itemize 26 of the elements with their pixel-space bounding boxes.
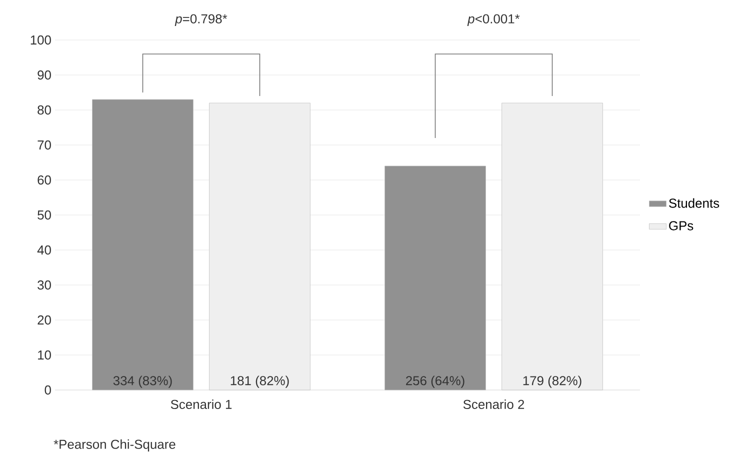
legend-label: Students (669, 198, 720, 208)
y-tick-label: 100 (30, 35, 51, 45)
y-tick-label: 90 (38, 70, 51, 80)
text: p<0.001* (467, 14, 520, 26)
bar (502, 102, 603, 390)
y-tick-label: 40 (37, 245, 51, 255)
legend-label: GPs (669, 221, 694, 230)
data-label: 179 (82%) (523, 376, 582, 388)
y-tick-label: 70 (38, 140, 51, 150)
text: p=0.798* (174, 14, 228, 26)
data-label: 334 (83%) (113, 376, 172, 388)
y-tick-label: 0 (44, 385, 51, 395)
y-tick-label: 50 (38, 210, 51, 220)
y-tick-label: 80 (38, 105, 51, 115)
bar (209, 102, 310, 390)
bar (384, 166, 486, 390)
data-label: 181 (82%) (230, 376, 289, 388)
x-tick-label: Scenario 2 (463, 399, 524, 410)
x-tick-label: Scenario 1 (170, 399, 232, 410)
y-tick-label: 30 (38, 280, 51, 290)
bar (92, 99, 194, 390)
y-tick-label: 20 (38, 315, 51, 325)
y-tick-label: 10 (38, 350, 51, 360)
y-tick-label: 60 (38, 175, 51, 185)
data-label: 256 (64%) (406, 376, 464, 388)
text: *Pearson Chi-Square (54, 439, 176, 452)
